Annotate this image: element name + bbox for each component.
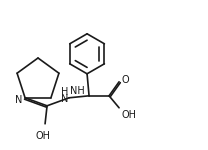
- Text: OH: OH: [121, 110, 136, 120]
- Text: OH: OH: [36, 131, 51, 141]
- Text: NH: NH: [70, 86, 85, 96]
- Text: O: O: [121, 75, 129, 85]
- Text: N: N: [15, 95, 22, 105]
- Text: H: H: [61, 87, 68, 97]
- Text: N: N: [61, 94, 68, 104]
